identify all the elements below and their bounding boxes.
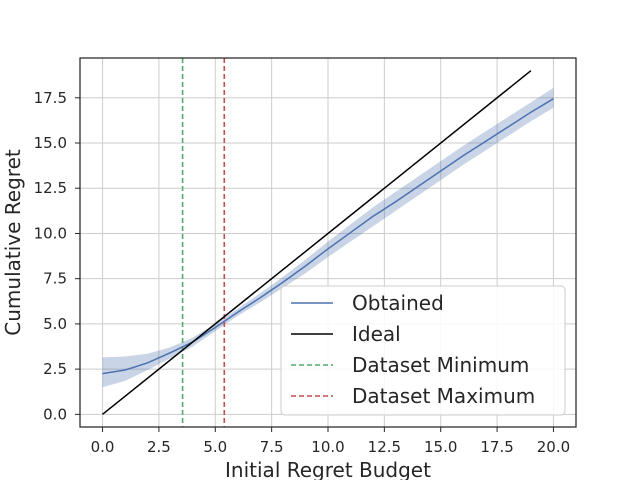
- y-tick-label: 0.0: [43, 405, 67, 423]
- x-axis-label: Initial Regret Budget: [225, 458, 431, 480]
- confidence-band-layer: [102, 87, 554, 388]
- legend-label: Obtained: [352, 291, 444, 315]
- legend-box: [280, 285, 566, 416]
- y-tick-label: 17.5: [34, 89, 67, 107]
- x-tick-label: 12.5: [368, 438, 401, 456]
- x-tick-label: 7.5: [260, 438, 284, 456]
- x-tick-label: 0.0: [91, 438, 115, 456]
- legend-label: Dataset Maximum: [352, 384, 535, 408]
- legend-label: Ideal: [352, 322, 401, 346]
- x-tick-label: 2.5: [147, 438, 171, 456]
- y-axis-label: Cumulative Regret: [1, 149, 25, 336]
- legend-label: Dataset Minimum: [352, 353, 529, 377]
- y-tick-label: 12.5: [34, 179, 67, 197]
- x-tick-label: 15.0: [424, 438, 457, 456]
- x-tick-label: 20.0: [537, 438, 570, 456]
- tick-layer: 0.0 2.5 5.0 7.5 10.0 12.5 15.0 17.5 20.0 0.0 2.5 5.…: [34, 89, 571, 456]
- y-tick-label: 15.0: [34, 134, 67, 152]
- y-tick-label: 10.0: [34, 224, 67, 242]
- x-tick-label: 17.5: [480, 438, 513, 456]
- legend: Obtained Ideal Dataset Minimum Dataset Maxi…: [280, 285, 566, 416]
- y-tick-label: 2.5: [43, 360, 67, 378]
- series-layer: [102, 70, 554, 415]
- y-tick-label: 5.0: [43, 315, 67, 333]
- x-tick-label: 5.0: [203, 438, 227, 456]
- x-tick-label: 10.0: [311, 438, 344, 456]
- reference-lines-layer: [181, 58, 226, 427]
- series-line-0: [102, 98, 554, 375]
- series-line-1: [102, 70, 532, 415]
- y-tick-label: 7.5: [43, 270, 67, 288]
- confidence-band: [102, 87, 554, 388]
